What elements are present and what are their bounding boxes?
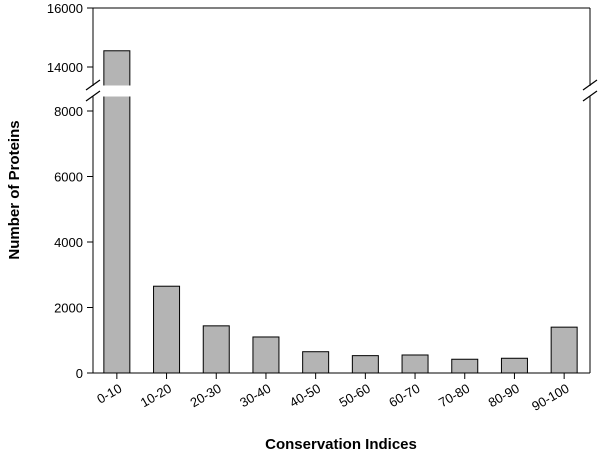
y-axis-title: Number of Proteins xyxy=(6,120,23,259)
x-tick-label: 40-50 xyxy=(287,381,323,411)
x-tick-label: 70-80 xyxy=(436,381,472,411)
bar xyxy=(550,326,578,374)
y-axis-ticks: 0 2000 4000 6000 8000 14000 16000 xyxy=(47,1,93,381)
x-tick-label: 30-40 xyxy=(237,381,273,411)
x-tick-label: 20-30 xyxy=(187,381,223,411)
y-tick-label: 6000 xyxy=(54,170,83,185)
x-tick-label: 90-100 xyxy=(529,381,572,414)
y-tick-label: 16000 xyxy=(47,1,83,16)
bar xyxy=(202,325,230,374)
bar-upper-segment xyxy=(103,50,131,87)
y-tick-label: 2000 xyxy=(54,301,83,316)
bar xyxy=(451,358,479,374)
x-tick-label: 0-10 xyxy=(94,381,124,407)
bar xyxy=(252,336,280,374)
bar xyxy=(401,354,429,374)
x-axis-title: Conservation Indices xyxy=(265,436,417,453)
x-tick-label: 50-60 xyxy=(337,381,373,411)
axis-break-left-icon xyxy=(85,79,101,102)
bar xyxy=(302,351,330,374)
x-tick-label: 80-90 xyxy=(486,381,522,411)
y-tick-label: 4000 xyxy=(54,235,83,250)
x-tick-label: 60-70 xyxy=(386,381,422,411)
bar xyxy=(103,95,131,374)
y-tick-label: 8000 xyxy=(54,104,83,119)
bar xyxy=(500,357,528,374)
bars xyxy=(102,50,578,374)
bar-break-gap xyxy=(102,85,131,97)
x-axis-ticks: 0-10 10-20 20-30 30-40 40-50 50-60 60-70 70-80 8… xyxy=(94,373,572,414)
bar xyxy=(153,285,181,374)
y-tick-label: 14000 xyxy=(47,60,83,75)
bar xyxy=(351,355,379,374)
x-tick-label: 10-20 xyxy=(138,381,174,411)
axis-break-right-icon xyxy=(582,79,598,102)
y-tick-label: 0 xyxy=(76,366,83,381)
